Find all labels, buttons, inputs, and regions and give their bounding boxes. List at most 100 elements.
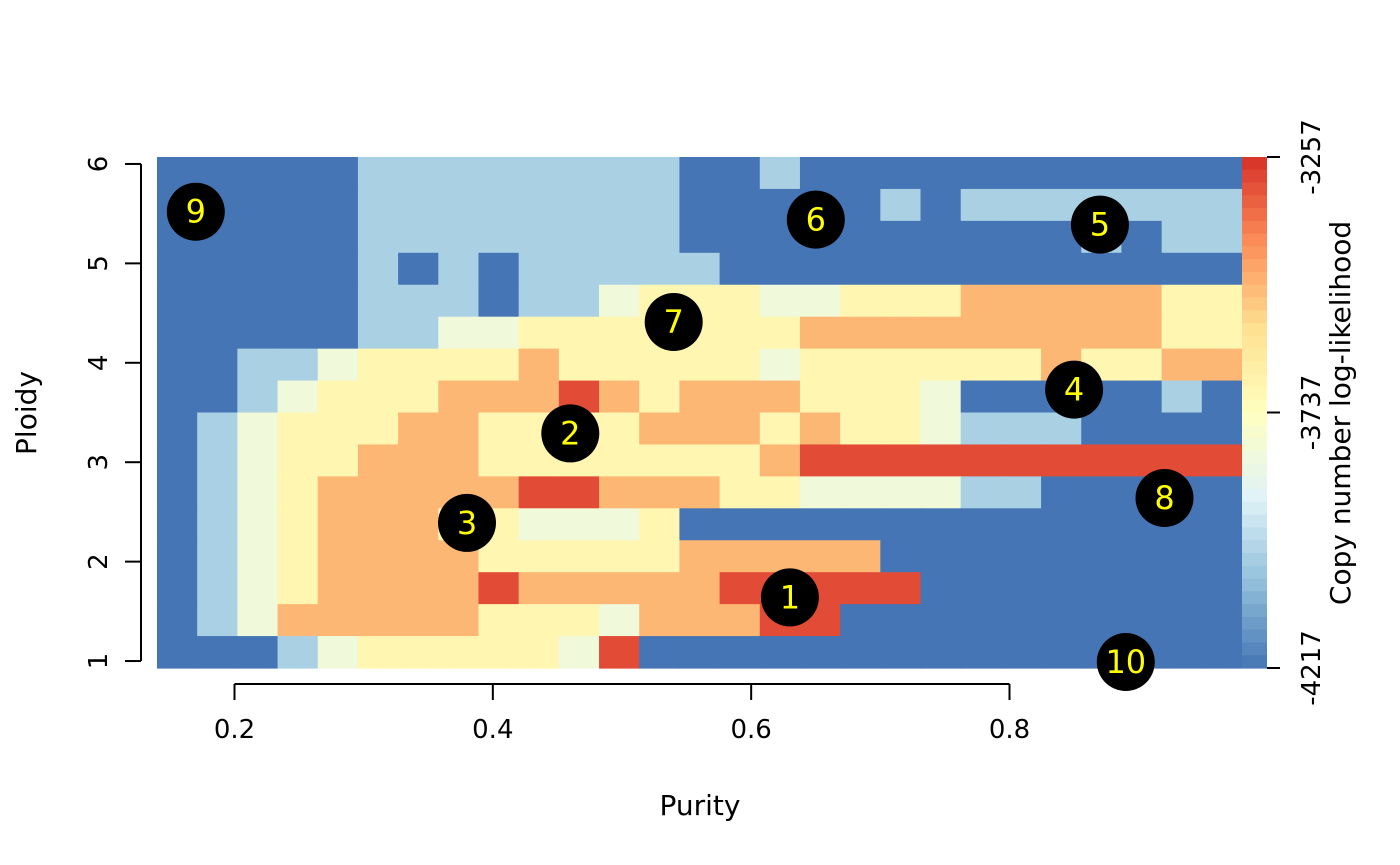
solution-marker-label: 2 <box>560 414 580 452</box>
heatmap-cell <box>357 508 399 541</box>
heatmap-cell <box>357 572 399 605</box>
y-axis-label: Ploidy <box>10 371 43 455</box>
heatmap-cell <box>277 348 319 382</box>
colorbar-segment <box>1242 297 1267 311</box>
heatmap-cell <box>197 380 238 414</box>
heatmap-cell <box>920 476 962 509</box>
heatmap-cell <box>599 220 640 254</box>
heatmap-cell <box>799 316 841 350</box>
heatmap-cell <box>317 444 359 477</box>
heatmap-cell <box>317 252 359 286</box>
heatmap-cell <box>639 444 681 477</box>
colorbar-segment <box>1242 553 1267 567</box>
heatmap-cell <box>960 348 1002 382</box>
heatmap-cell <box>799 508 841 541</box>
heatmap-cell <box>518 476 560 509</box>
x-tick-label: 0.8 <box>989 715 1030 745</box>
heatmap-cell <box>880 508 922 541</box>
heatmap-cell <box>157 412 198 446</box>
heatmap-cell <box>398 252 439 286</box>
heatmap-cell <box>719 316 761 350</box>
colorbar-segment <box>1242 578 1267 592</box>
heatmap-cell <box>558 508 600 541</box>
heatmap-cell <box>960 540 1002 573</box>
heatmap-cell <box>277 284 319 318</box>
heatmap-cell <box>599 380 640 414</box>
heatmap-cell <box>1041 508 1082 541</box>
heatmap-cell <box>1161 316 1203 350</box>
heatmap-cell <box>1000 220 1042 254</box>
heatmap-cell <box>197 412 238 446</box>
heatmap-cell <box>518 508 560 541</box>
heatmap-cell <box>518 572 560 605</box>
colorbar-segment <box>1242 233 1267 248</box>
heatmap-cell <box>558 476 600 509</box>
heatmap-cell <box>558 220 600 254</box>
heatmap-cell <box>719 284 761 318</box>
heatmap-cell <box>599 284 640 318</box>
heatmap-cell <box>518 604 560 637</box>
heatmap-cell <box>1000 604 1042 637</box>
heatmap-cell <box>1000 284 1042 318</box>
heatmap-cell <box>438 636 480 669</box>
heatmap-cell <box>759 284 801 318</box>
heatmap-cell <box>759 412 801 446</box>
heatmap-cell <box>1000 540 1042 573</box>
heatmap-cell <box>478 636 520 669</box>
heatmap-cell <box>317 380 359 414</box>
heatmap-cell <box>719 220 761 254</box>
heatmap-cell <box>438 284 480 318</box>
heatmap-cell <box>197 316 238 350</box>
heatmap-cell <box>880 444 922 477</box>
heatmap-cell <box>197 444 238 477</box>
solution-marker <box>1135 469 1194 527</box>
heatmap-cell <box>1121 348 1163 382</box>
heatmap-cell <box>237 348 279 382</box>
heatmap-cell <box>1201 348 1243 382</box>
heatmap-cell <box>518 252 560 286</box>
colorbar-segment <box>1242 463 1267 477</box>
heatmap-cell <box>558 252 600 286</box>
heatmap-cell <box>1041 604 1082 637</box>
heatmap-cell <box>759 444 801 477</box>
heatmap-cell <box>599 508 640 541</box>
heatmap-cell <box>317 508 359 541</box>
heatmap-cell <box>317 284 359 318</box>
heatmap-cell <box>1000 412 1042 446</box>
heatmap-cell <box>599 604 640 637</box>
heatmap-cell <box>599 252 640 286</box>
colorbar-segment <box>1242 655 1267 669</box>
heatmap-cell <box>357 476 399 509</box>
heatmap-cell <box>920 316 962 350</box>
heatmap-cell <box>1000 444 1042 477</box>
heatmap-cell <box>357 412 399 446</box>
heatmap-cell <box>799 540 841 573</box>
heatmap-cell <box>277 157 319 190</box>
heatmap-cell <box>1121 157 1163 190</box>
heatmap-cell <box>1000 316 1042 350</box>
heatmap-cell <box>157 476 198 509</box>
colorbar-segment <box>1242 476 1267 490</box>
heatmap-cell <box>317 476 359 509</box>
heatmap-cell <box>599 188 640 222</box>
colorbar-tick-label: -3257 <box>1297 119 1327 195</box>
solution-marker-label: 10 <box>1105 643 1146 681</box>
heatmap-cell <box>960 380 1002 414</box>
colorbar-segment <box>1242 438 1267 452</box>
heatmap-cell <box>719 636 761 669</box>
heatmap-cell <box>438 157 480 190</box>
heatmap-cell <box>639 188 681 222</box>
heatmap-cell <box>759 540 801 573</box>
heatmap-cell <box>558 348 600 382</box>
heatmap-cell <box>558 540 600 573</box>
heatmap-cell <box>1081 540 1123 573</box>
heatmap-cell <box>357 444 399 477</box>
heatmap-cell <box>759 316 801 350</box>
heatmap-cell <box>599 412 640 446</box>
heatmap-cell <box>357 252 399 286</box>
heatmap-cell <box>1081 157 1123 190</box>
colorbar-segment <box>1242 220 1267 235</box>
heatmap-cell <box>1041 572 1082 605</box>
heatmap-cell <box>518 220 560 254</box>
